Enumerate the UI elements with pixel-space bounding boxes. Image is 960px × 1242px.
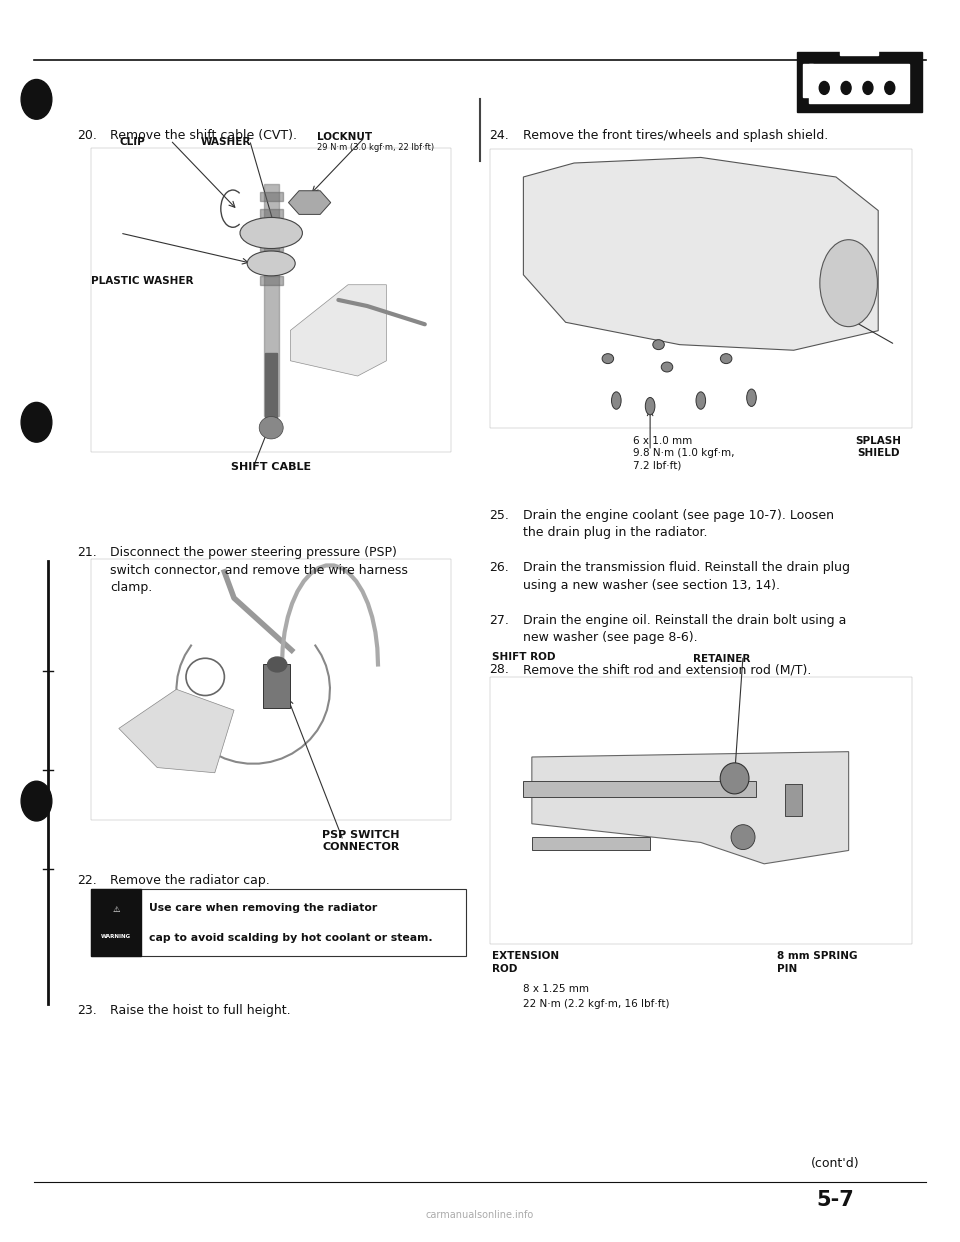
Bar — [259, 260, 282, 268]
Bar — [259, 209, 282, 217]
Circle shape — [21, 781, 52, 821]
Ellipse shape — [720, 354, 732, 364]
Bar — [91, 889, 141, 956]
Text: 28.: 28. — [490, 663, 510, 676]
Bar — [259, 276, 282, 284]
Bar — [785, 784, 803, 816]
Text: WASHER: WASHER — [201, 137, 251, 147]
Polygon shape — [288, 191, 330, 215]
Text: SPLASH
SHIELD: SPLASH SHIELD — [855, 436, 901, 458]
Bar — [532, 837, 650, 851]
Text: Remove the shift cable (CVT).: Remove the shift cable (CVT). — [110, 129, 298, 142]
Polygon shape — [290, 284, 386, 376]
Ellipse shape — [653, 339, 664, 350]
Bar — [797, 52, 922, 112]
Text: Drain the engine oil. Reinstall the drain bolt using a
new washer (see page 8-6): Drain the engine oil. Reinstall the drai… — [523, 614, 847, 643]
Text: 22.: 22. — [77, 874, 97, 887]
Bar — [490, 149, 912, 428]
Text: 26.: 26. — [490, 561, 510, 574]
Text: LOCKNUT: LOCKNUT — [317, 132, 372, 142]
Text: Drain the transmission fluid. Reinstall the drain plug
using a new washer (see s: Drain the transmission fluid. Reinstall … — [523, 561, 851, 591]
Polygon shape — [523, 158, 878, 350]
Bar — [259, 226, 282, 235]
Text: Remove the radiator cap.: Remove the radiator cap. — [110, 874, 270, 887]
Ellipse shape — [602, 354, 613, 364]
Text: SHIFT CABLE: SHIFT CABLE — [231, 462, 311, 472]
Text: 21.: 21. — [77, 546, 97, 559]
Text: Use care when removing the radiator: Use care when removing the radiator — [149, 903, 377, 913]
Bar — [265, 353, 276, 427]
Text: Remove the shift rod and extension rod (M/T).: Remove the shift rod and extension rod (… — [523, 663, 811, 676]
Text: RETAINER: RETAINER — [693, 655, 751, 664]
Text: cap to avoid scalding by hot coolant or steam.: cap to avoid scalding by hot coolant or … — [149, 933, 432, 943]
Text: Raise the hoist to full height.: Raise the hoist to full height. — [110, 1004, 291, 1016]
Ellipse shape — [732, 825, 755, 850]
Text: Disconnect the power steering pressure (PSP)
switch connector, and remove the wi: Disconnect the power steering pressure (… — [110, 546, 408, 595]
Text: Drain the engine coolant (see page 10-7). Loosen
the drain plug in the radiator.: Drain the engine coolant (see page 10-7)… — [523, 509, 834, 539]
Text: 25.: 25. — [490, 509, 510, 522]
Circle shape — [863, 82, 873, 94]
Text: 5-7: 5-7 — [816, 1190, 854, 1210]
Bar — [523, 781, 756, 797]
Text: 6 x 1.0 mm: 6 x 1.0 mm — [634, 436, 692, 446]
Circle shape — [819, 82, 829, 94]
Bar — [840, 43, 877, 55]
Text: 7.2 lbf·ft): 7.2 lbf·ft) — [634, 461, 682, 471]
Ellipse shape — [661, 363, 673, 373]
Bar — [91, 148, 451, 452]
Text: ⚠: ⚠ — [112, 905, 120, 914]
Circle shape — [841, 82, 852, 94]
Ellipse shape — [612, 392, 621, 409]
Polygon shape — [532, 751, 849, 864]
Bar — [490, 677, 912, 944]
Ellipse shape — [820, 240, 877, 327]
Ellipse shape — [240, 217, 302, 248]
Text: EXTENSION
ROD: EXTENSION ROD — [492, 951, 560, 974]
Text: carmanualsonline.info: carmanualsonline.info — [426, 1210, 534, 1220]
Text: PSP SWITCH
CONNECTOR: PSP SWITCH CONNECTOR — [323, 830, 400, 852]
Bar — [259, 193, 282, 201]
Circle shape — [21, 79, 52, 119]
Ellipse shape — [747, 389, 756, 406]
Bar — [259, 242, 282, 251]
Text: PLASTIC WASHER: PLASTIC WASHER — [91, 276, 194, 286]
Text: Remove the front tires/wheels and splash shield.: Remove the front tires/wheels and splash… — [523, 129, 828, 142]
Text: (cont'd): (cont'd) — [811, 1158, 859, 1170]
Text: 22 N·m (2.2 kgf·m, 16 lbf·ft): 22 N·m (2.2 kgf·m, 16 lbf·ft) — [523, 999, 670, 1009]
Text: 9.8 N·m (1.0 kgf·m,: 9.8 N·m (1.0 kgf·m, — [634, 448, 734, 458]
Text: WARNING: WARNING — [101, 934, 132, 939]
Text: 24.: 24. — [490, 129, 510, 142]
Polygon shape — [263, 184, 278, 416]
Bar — [809, 65, 909, 103]
Text: CLIP: CLIP — [120, 137, 145, 147]
Bar — [91, 559, 451, 820]
Text: 27.: 27. — [490, 614, 510, 626]
Text: 20.: 20. — [77, 129, 97, 142]
Circle shape — [21, 402, 52, 442]
Bar — [803, 65, 813, 97]
Text: 8 x 1.25 mm: 8 x 1.25 mm — [523, 984, 589, 994]
Bar — [91, 889, 466, 956]
Ellipse shape — [268, 657, 287, 672]
Text: 8 mm SPRING
PIN: 8 mm SPRING PIN — [777, 951, 857, 974]
Text: 23.: 23. — [77, 1004, 97, 1016]
Ellipse shape — [259, 416, 283, 438]
Ellipse shape — [720, 763, 749, 794]
Ellipse shape — [696, 392, 706, 409]
Circle shape — [885, 82, 895, 94]
Ellipse shape — [645, 397, 655, 415]
Ellipse shape — [248, 251, 296, 276]
Text: SHIFT ROD: SHIFT ROD — [492, 652, 556, 662]
Bar — [263, 664, 290, 708]
Text: 29 N·m (3.0 kgf·m, 22 lbf·ft): 29 N·m (3.0 kgf·m, 22 lbf·ft) — [317, 143, 434, 152]
Polygon shape — [119, 689, 234, 773]
